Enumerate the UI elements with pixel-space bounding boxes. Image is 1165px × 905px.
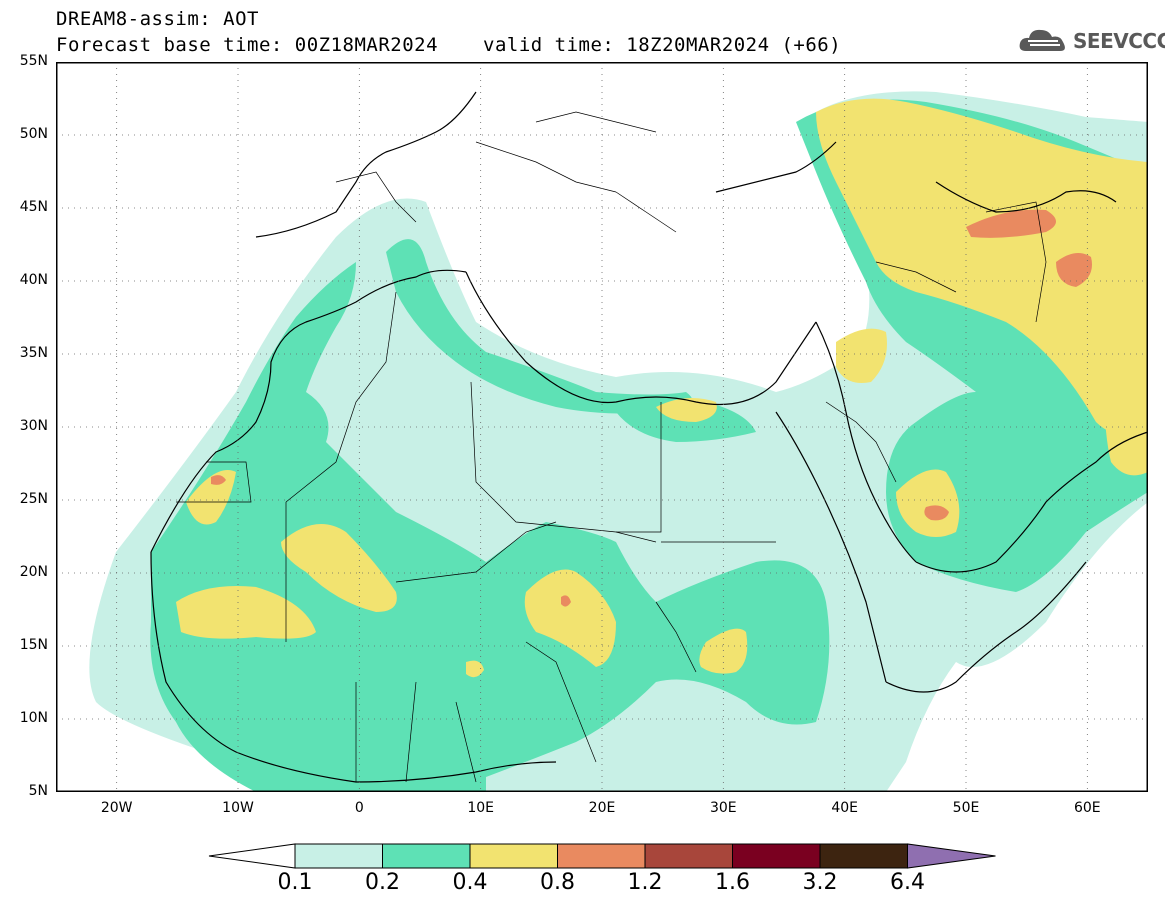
borders (176, 111, 1047, 783)
logo-text: SEEVCCC (1073, 29, 1165, 53)
latitude-label: 35N (19, 345, 48, 361)
latitude-label: 10N (19, 710, 48, 726)
colorbar-swatch (819, 843, 908, 869)
cloud-icon (1019, 29, 1065, 51)
longitude-label: 0 (354, 800, 364, 816)
colorbar (208, 843, 998, 873)
latitude-label: 5N (28, 783, 48, 799)
colorbar-swatch (382, 843, 471, 869)
colorbar-swatches (208, 843, 996, 869)
colorbar-label: 0.8 (540, 870, 575, 895)
colorbar-label: 0.2 (365, 870, 400, 895)
colorbar-label: 0.4 (452, 870, 488, 895)
latitude-label: 25N (19, 491, 48, 507)
map-area (56, 62, 1148, 792)
colorbar-high-arrow (907, 843, 996, 869)
colorbar-swatch (294, 843, 383, 869)
seevccc-logo: SEEVCCC (1018, 25, 1165, 55)
latitude-label: 30N (19, 418, 48, 434)
longitude-label: 30E (709, 800, 737, 816)
coastlines (150, 91, 1148, 783)
aot-band-0.4 (176, 98, 1148, 678)
longitude-label: 10E (467, 800, 494, 816)
longitude-label: 60E (1073, 800, 1101, 816)
aot-band-0.8 (211, 209, 1092, 607)
map-title: DREAM8-assim: AOT (56, 8, 259, 30)
grid (56, 62, 1148, 792)
colorbar-swatch (644, 843, 733, 869)
colorbar-swatch (732, 843, 821, 869)
map-border (56, 62, 1148, 792)
colorbar-label: 1.6 (715, 870, 750, 895)
valid-time: valid time: 18Z20MAR2024 (+66) (483, 34, 842, 56)
latitude-label: 15N (19, 637, 48, 653)
colorbar-label: 3.2 (802, 870, 838, 895)
colorbar-swatch (469, 843, 558, 869)
colorbar-swatch (557, 843, 646, 869)
colorbar-low-arrow (208, 843, 296, 869)
latitude-label: 55N (19, 53, 48, 69)
aot-map (56, 62, 1148, 792)
latitude-label: 20N (19, 564, 48, 580)
colorbar-label: 0.1 (277, 870, 313, 895)
longitude-label: 40E (831, 800, 858, 816)
colorbar-label: 6.4 (890, 870, 925, 895)
longitude-label: 20E (588, 800, 616, 816)
colorbar-label: 1.2 (627, 870, 663, 895)
forecast-base-time: Forecast base time: 00Z18MAR2024 (56, 34, 439, 56)
longitude-label: 50E (952, 800, 980, 816)
longitude-label: 10W (222, 800, 254, 816)
latitude-label: 40N (19, 272, 48, 288)
latitude-label: 45N (19, 199, 48, 215)
longitude-label: 20W (100, 800, 133, 816)
latitude-label: 50N (19, 126, 48, 142)
